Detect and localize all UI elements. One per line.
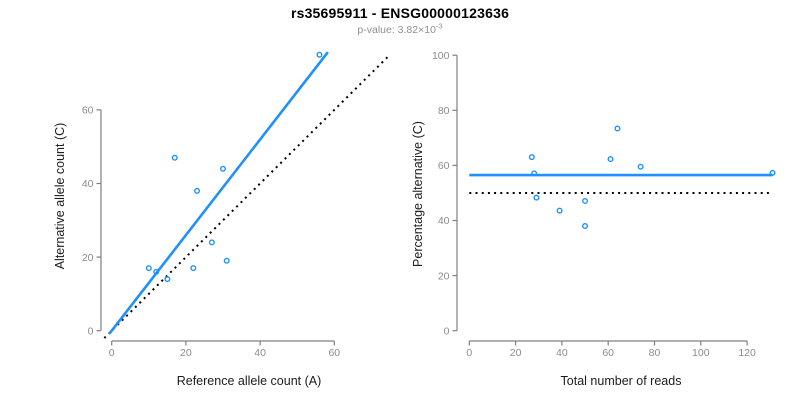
- identity-dotted-line: [103, 53, 391, 339]
- y-tick-label: 20: [82, 252, 94, 264]
- subtitle-exponent: -3: [435, 21, 443, 31]
- data-point: [164, 276, 171, 283]
- data-point: [769, 169, 776, 176]
- x-tick-label: 60: [328, 347, 340, 359]
- right-x-axis-label: Total number of reads: [561, 374, 682, 388]
- subtitle: p-value: 3.82×10-3: [0, 21, 800, 36]
- data-point: [614, 125, 621, 132]
- y-tick-label: 60: [82, 105, 94, 117]
- x-tick-label: 40: [556, 347, 568, 359]
- data-point: [582, 223, 589, 230]
- y-tick-label: 0: [444, 325, 450, 337]
- panel-alt-vs-ref: 0 20 40 60 0 20 40 60: [82, 51, 391, 359]
- data-point: [194, 187, 201, 194]
- data-point: [223, 257, 230, 264]
- x-tick-label: 80: [649, 347, 661, 359]
- x-tick-label: 60: [602, 347, 614, 359]
- x-tick-label: 0: [466, 347, 472, 359]
- data-point: [533, 194, 540, 201]
- y-tick-label: 40: [438, 215, 450, 227]
- data-point: [528, 154, 535, 161]
- x-tick-label: 40: [254, 347, 266, 359]
- right-y-axis-label: Percentage alternative (C): [411, 121, 425, 267]
- data-point: [531, 170, 538, 177]
- data-point: [556, 207, 563, 214]
- data-point: [607, 156, 614, 163]
- y-tick-label: 60: [438, 160, 450, 172]
- regression-line: [108, 51, 329, 335]
- x-tick-label: 20: [180, 347, 192, 359]
- y-tick-label: 0: [88, 325, 94, 337]
- y-tick-label: 20: [438, 270, 450, 282]
- data-point: [208, 239, 215, 246]
- left-y-axis-label: Alternative allele count (C): [53, 123, 67, 270]
- panel-pct-vs-total: 0 20 40 60 80 100 0 20 40 60 80 100 120: [432, 50, 776, 359]
- data-point: [219, 165, 226, 172]
- x-tick-label: 100: [692, 347, 710, 359]
- subtitle-pvalue-text: p-value: 3.82×10: [357, 24, 436, 36]
- y-tick-label: 40: [82, 178, 94, 190]
- x-tick-label: 0: [109, 347, 115, 359]
- data-point: [316, 51, 323, 58]
- data-point: [171, 154, 178, 161]
- page-title: rs35695911 - ENSG00000123636: [290, 5, 510, 21]
- x-tick-label: 120: [738, 347, 756, 359]
- data-point: [582, 197, 589, 204]
- left-x-axis-label: Reference allele count (A): [177, 374, 322, 388]
- x-tick-label: 20: [510, 347, 522, 359]
- data-point: [190, 265, 197, 272]
- data-point: [637, 163, 644, 170]
- y-tick-label: 80: [438, 105, 450, 117]
- data-point: [145, 265, 152, 272]
- data-point: [153, 268, 160, 275]
- y-tick-label: 100: [432, 50, 450, 62]
